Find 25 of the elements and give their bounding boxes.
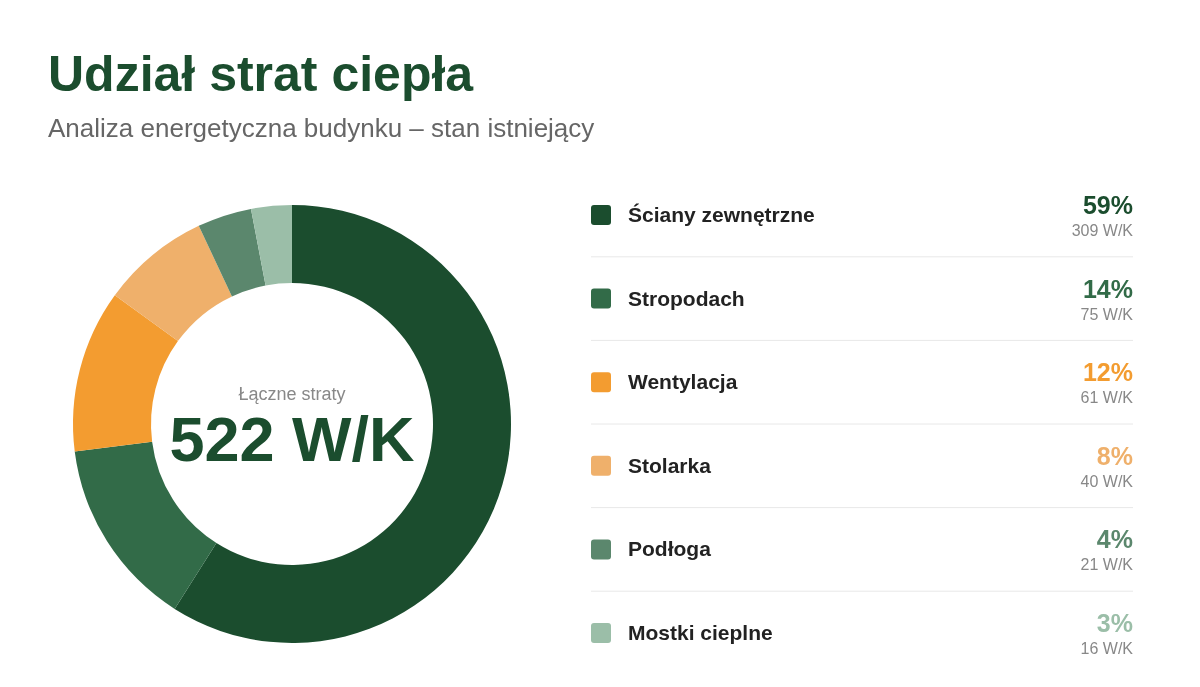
- text: 16 W/K: [1080, 640, 1133, 657]
- text: 14%: [1082, 274, 1133, 303]
- donut-slice: [198, 208, 266, 297]
- chart-title: Udział strat ciepła: [48, 46, 475, 102]
- legend-label: Stropodach: [628, 286, 745, 310]
- text: 309 W/K: [1071, 222, 1133, 239]
- text: 522 W/K: [169, 404, 415, 474]
- donut-slice: [114, 225, 232, 342]
- legend-label: Stolarka: [628, 453, 712, 477]
- legend-label: Wentylacja: [628, 370, 738, 394]
- text: 40 W/K: [1080, 472, 1133, 490]
- chart-subtitle: Analiza energetyczna budynku – stan istniejący: [48, 113, 595, 143]
- text: Łączne straty: [238, 384, 346, 404]
- text: 8%: [1096, 441, 1133, 470]
- text: 4%: [1096, 525, 1133, 554]
- legend-label: Mostki cieplne: [628, 621, 773, 644]
- text: 59%: [1082, 191, 1133, 219]
- text: 61 W/K: [1080, 389, 1133, 407]
- text: 12%: [1082, 358, 1133, 387]
- legend-label: Ściany zewnętrzne: [628, 203, 815, 226]
- text: 75 W/K: [1080, 305, 1133, 323]
- text: 21 W/K: [1080, 556, 1133, 574]
- donut-slice: [250, 205, 292, 286]
- legend-label: Podłoga: [628, 537, 712, 561]
- text: 3%: [1096, 609, 1133, 637]
